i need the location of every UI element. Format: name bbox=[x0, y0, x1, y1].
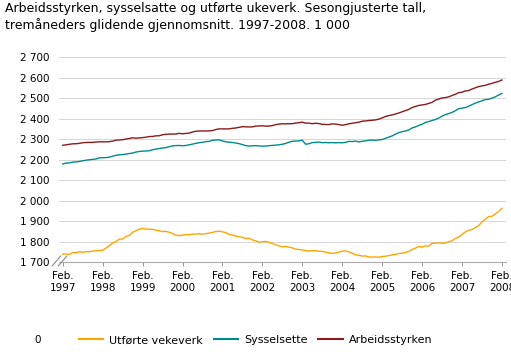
Legend: Utførte vekeverk, Sysselsette, Arbeidsstyrken: Utførte vekeverk, Sysselsette, Arbeidsst… bbox=[75, 331, 436, 350]
Text: Arbeidsstyrken, sysselsatte og utførte ukeverk. Sesongjusterte tall,
tremåneders: Arbeidsstyrken, sysselsatte og utførte u… bbox=[5, 2, 426, 32]
Text: 0: 0 bbox=[34, 335, 41, 345]
